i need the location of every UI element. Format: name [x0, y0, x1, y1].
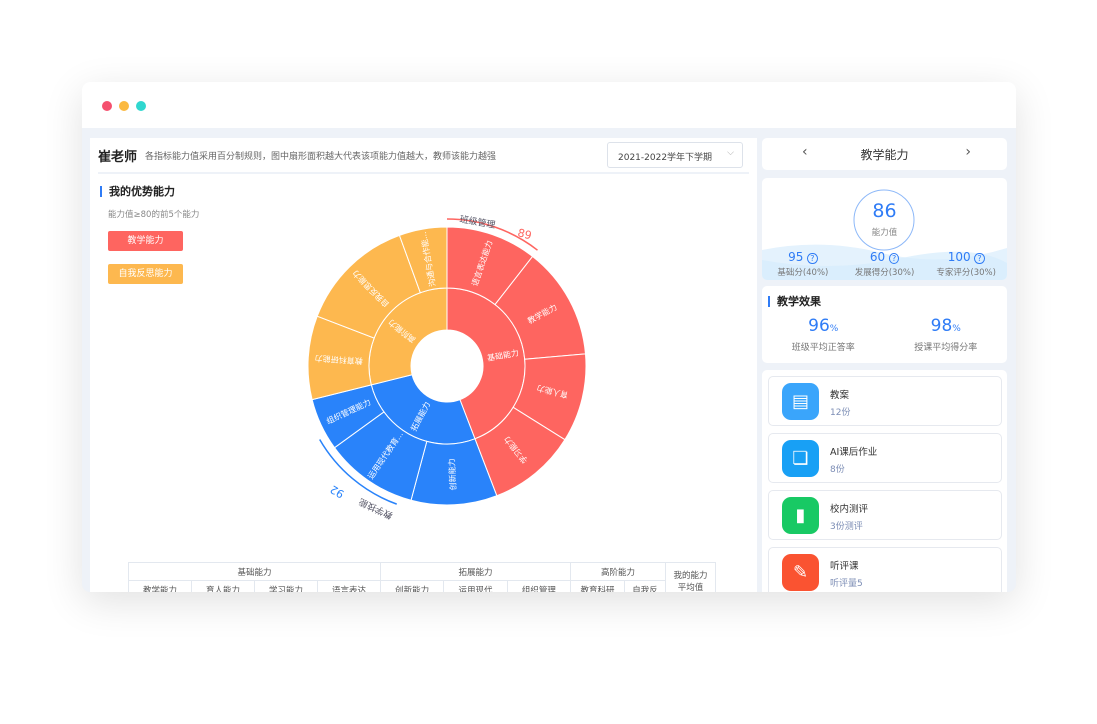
- resource-title: 听评课: [830, 561, 859, 572]
- part-label: 基础分(40%): [777, 268, 829, 278]
- teacher-icon: ✎: [782, 554, 819, 591]
- book-icon: ▤: [782, 383, 819, 420]
- part-value: 60: [869, 250, 886, 264]
- prev-button[interactable]: ‹: [802, 144, 808, 160]
- help-icon[interactable]: ?: [807, 253, 818, 264]
- section-title: 我的优势能力: [100, 186, 175, 197]
- table-group: 拓展能力: [380, 562, 571, 581]
- effect-unit: %: [829, 324, 839, 334]
- annotation-value: 89: [516, 226, 533, 242]
- effect-item: 96% 班级平均正答率: [762, 316, 885, 353]
- table-group: 基础能力: [128, 562, 381, 581]
- my-ability-sub: 平均值: [677, 582, 704, 593]
- resource-item[interactable]: ▮ 校内测评 3份测评: [768, 490, 1002, 540]
- app-window: 崔老师 各指标能力值采用百分制规则，图中扇形面积越大代表该项能力值越大，教师该能…: [82, 82, 1016, 592]
- sunburst-leaf-label: 教育科研能力: [314, 353, 363, 366]
- help-icon[interactable]: ?: [888, 253, 900, 264]
- resource-sub: 8份: [830, 465, 845, 475]
- close-dot[interactable]: [102, 101, 112, 111]
- annotation-arc: [446, 218, 538, 251]
- chart-icon: ▮: [782, 497, 819, 534]
- ability-table: 基础能力 拓展能力 高阶能力 我的能力 平均值 教学能力 育人能力 学习能力 语言表达 创新能力…: [128, 562, 716, 592]
- open-book-icon: ❏: [782, 440, 819, 477]
- part-value: 100: [947, 250, 971, 264]
- my-ability-header: 我的能力: [673, 570, 708, 581]
- sunburst-chart: 基础能力语言表达能力教学能力育人能力学习能力拓展能力创新能力运用现代教育...组…: [307, 213, 587, 522]
- resource-item[interactable]: ❏ AI课后作业 8份: [768, 433, 1002, 483]
- score-part: 95 ? 基础分(40%): [762, 250, 844, 278]
- effect-label: 班级平均正答率: [791, 343, 855, 353]
- wave-decoration: [762, 189, 1007, 280]
- term-value: 2021-2022学年下学期: [618, 153, 713, 163]
- term-select[interactable]: 2021-2022学年下学期 ⌵: [607, 142, 743, 168]
- main-panel: 崔老师 各指标能力值采用百分制规则，图中扇形面积越大代表该项能力值越大，教师该能…: [90, 138, 757, 592]
- ability-score-card: 86 能力值 95 ? 基础分(40%) 60 ? 发展得分(30%) 100 ? 专家评…: [762, 178, 1007, 280]
- table-column-header: 运用现代: [443, 580, 508, 592]
- sunburst-leaf-label: 创新能力: [446, 458, 458, 490]
- minimize-dot[interactable]: [119, 101, 129, 111]
- resource-item[interactable]: ▤ 教案 12份: [768, 376, 1002, 426]
- maximize-dot[interactable]: [136, 101, 146, 111]
- table-column-header: 学习能力: [254, 580, 318, 592]
- resource-title: 教案: [830, 390, 850, 401]
- ability-switcher: ‹ 教学能力 ›: [762, 138, 1007, 170]
- resource-title: AI课后作业: [830, 447, 878, 458]
- strength-tag[interactable]: 教学能力: [108, 231, 183, 251]
- resource-list: ▤ 教案 12份 ❏ AI课后作业 8份 ▮ 校内测评 3份测评 ✎ 听评课听评量5: [762, 370, 1007, 592]
- score-label: 能力值: [871, 228, 898, 238]
- chevron-down-icon: ⌵: [727, 148, 734, 158]
- effect-value: 96: [808, 316, 830, 336]
- teaching-effect-card: 教学效果 96% 班级平均正答率 98% 授课平均得分率: [762, 286, 1007, 363]
- help-icon[interactable]: ?: [974, 253, 985, 264]
- part-value: 95: [788, 250, 804, 264]
- annotation-label: 教学技能: [357, 496, 395, 522]
- next-button[interactable]: ›: [965, 144, 971, 160]
- section-subtitle: 能力值≥80的前5个能力: [108, 210, 200, 220]
- score-part: 60 ? 发展得分(30%): [844, 250, 926, 278]
- resource-title: 校内测评: [830, 504, 869, 515]
- table-column-header: 教育科研: [569, 580, 626, 592]
- table-column-header: 自我反: [624, 580, 666, 592]
- strength-tag[interactable]: 自我反思能力: [108, 264, 183, 284]
- effect-label: 授课平均得分率: [914, 343, 978, 353]
- table-column-header: 组织管理: [506, 580, 572, 592]
- score-part: 100 ? 专家评分(30%): [925, 250, 1007, 278]
- effect-title: 教学效果: [768, 296, 821, 307]
- annotation-value: 92: [328, 482, 347, 500]
- resource-item[interactable]: ✎ 听评课听评量5: [768, 547, 1002, 592]
- table-column-header: 语言表达: [317, 580, 381, 592]
- annotation-arc: [319, 439, 397, 505]
- description: 各指标能力值采用百分制规则，图中扇形面积越大代表该项能力值越大，教师该能力越强: [145, 151, 497, 162]
- table-column-header: 教学能力: [128, 580, 192, 592]
- table-group: 高阶能力: [570, 562, 666, 581]
- title-bar: [82, 82, 1016, 128]
- ability-score: 86: [872, 200, 897, 222]
- effect-item: 98% 授课平均得分率: [885, 316, 1008, 353]
- teacher-name: 崔老师: [98, 149, 138, 165]
- resource-sub: 听评量5: [830, 579, 863, 589]
- effect-unit: %: [952, 324, 961, 334]
- table-column-header: 育人能力: [191, 580, 255, 592]
- resource-sub: 3份测评: [830, 522, 863, 532]
- resource-sub: 12份: [830, 408, 851, 418]
- ability-title: 教学能力: [860, 148, 909, 162]
- sunburst-leaf-segment[interactable]: [398, 226, 448, 294]
- part-label: 专家评分(30%): [936, 268, 996, 278]
- table-column-header: 创新能力: [379, 580, 445, 592]
- effect-value: 98: [930, 316, 953, 336]
- part-label: 发展得分(30%): [854, 268, 915, 278]
